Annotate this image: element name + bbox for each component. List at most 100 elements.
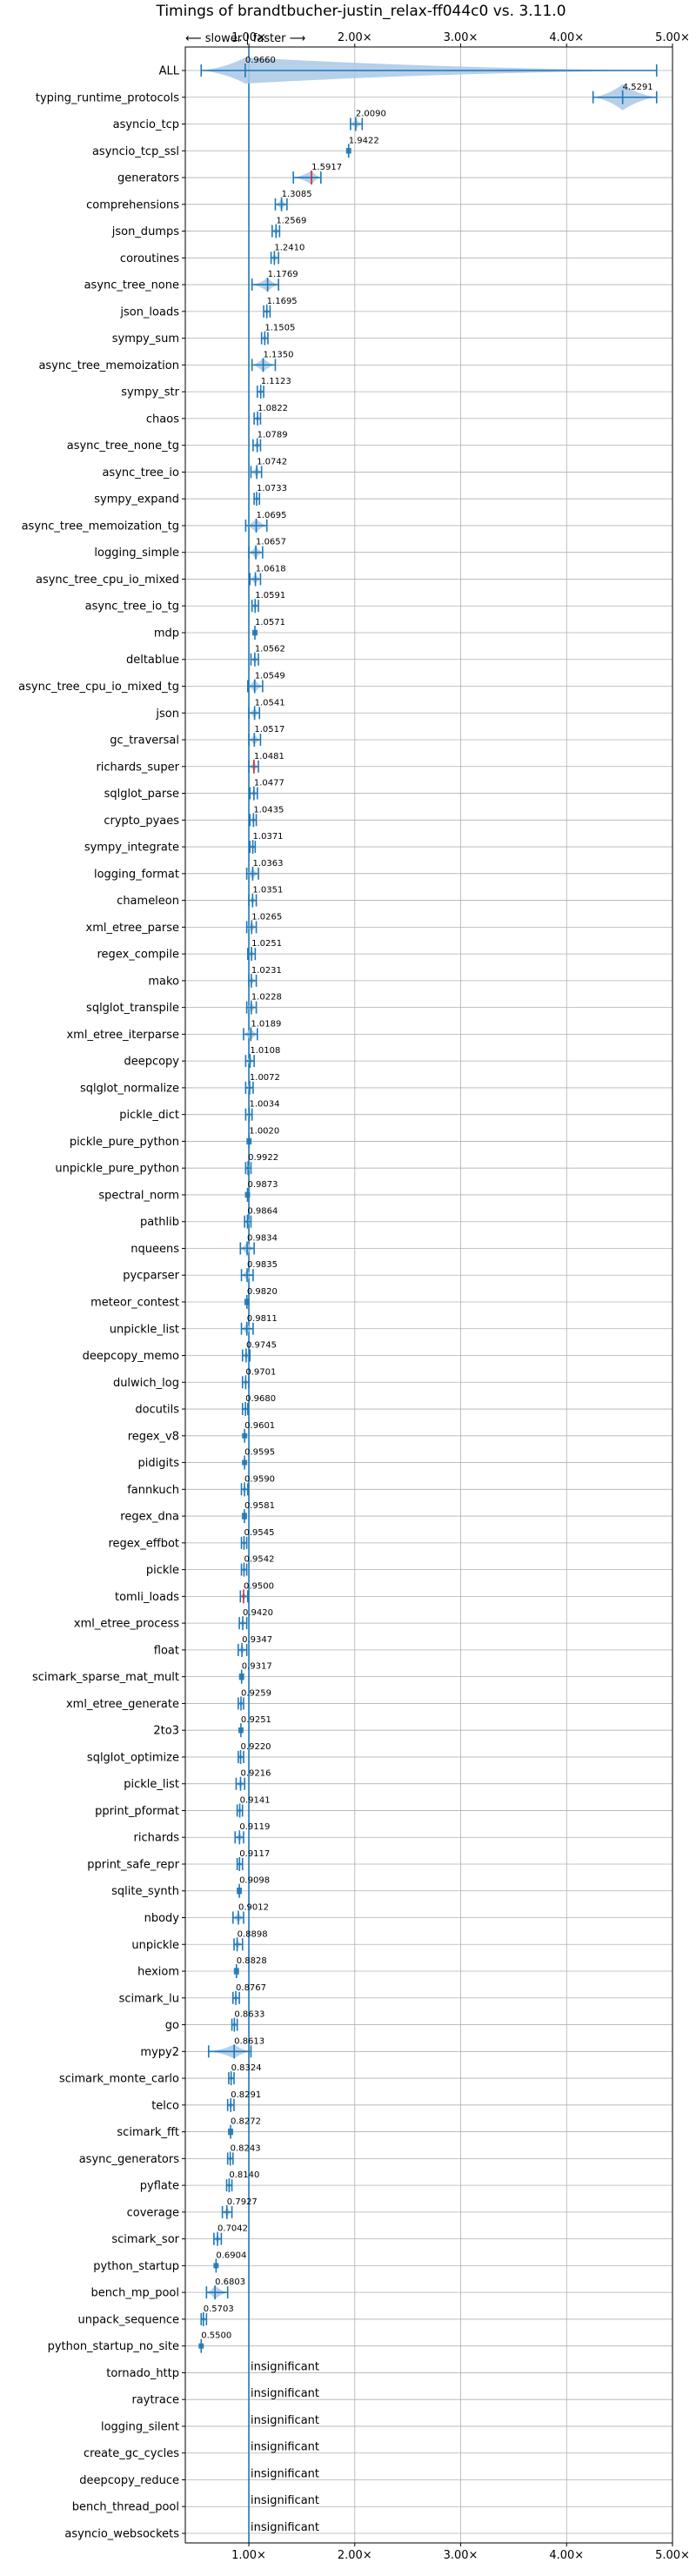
category-label: docutils bbox=[135, 1404, 179, 1417]
category-label: xml_etree_process bbox=[74, 1618, 179, 1631]
category-label: pyflate bbox=[140, 2180, 179, 2193]
value-label: 0.9317 bbox=[242, 1662, 272, 1672]
value-label: 0.7042 bbox=[218, 2224, 248, 2234]
value-label: 0.9701 bbox=[245, 1367, 276, 1377]
value-label: 1.0231 bbox=[251, 966, 282, 976]
value-label: 1.0549 bbox=[255, 672, 285, 681]
category-label: go bbox=[165, 2019, 179, 2032]
category-label: deepcopy bbox=[124, 1056, 179, 1069]
value-label: 1.0371 bbox=[253, 832, 284, 842]
category-label: pickle_dict bbox=[119, 1109, 179, 1122]
category-label: async_generators bbox=[79, 2153, 180, 2166]
category-label: coverage bbox=[127, 2206, 179, 2219]
label-layer: 1.00× 1.00× 2.00× 2.00× 3.00× 3.00× 4.00× 4.00×… bbox=[18, 31, 690, 2562]
category-label: meteor_contest bbox=[90, 1297, 179, 1310]
category-label: unpack_sequence bbox=[77, 2313, 179, 2326]
value-label: 0.9098 bbox=[239, 1876, 270, 1886]
category-label: json bbox=[155, 708, 179, 721]
category-label: chameleon bbox=[117, 895, 179, 908]
category-label: xml_etree_generate bbox=[66, 1698, 179, 1711]
value-label: 1.1350 bbox=[263, 350, 293, 359]
category-label: float bbox=[154, 1644, 179, 1657]
value-label: 1.0517 bbox=[254, 725, 284, 735]
category-label: 2to3 bbox=[153, 1725, 179, 1738]
category-label: crypto_pyaes bbox=[104, 815, 179, 828]
category-label: richards_super bbox=[96, 761, 179, 774]
value-label: 0.8291 bbox=[231, 2090, 261, 2100]
value-label: 0.6803 bbox=[215, 2277, 245, 2287]
value-label: 0.8898 bbox=[238, 1929, 268, 1939]
value-label: 0.9216 bbox=[240, 1769, 271, 1779]
value-label: 0.5703 bbox=[204, 2304, 234, 2314]
value-label: 0.8828 bbox=[237, 1956, 267, 1966]
value-label: 0.9542 bbox=[244, 1555, 274, 1565]
category-label: regex_compile bbox=[97, 949, 179, 962]
value-label: 0.9347 bbox=[242, 1635, 272, 1645]
category-label: async_tree_cpu_io_mixed_tg bbox=[18, 681, 179, 694]
category-label: async_tree_none_tg bbox=[67, 439, 179, 453]
value-label: 0.9251 bbox=[241, 1715, 271, 1725]
value-label: 0.9595 bbox=[244, 1448, 275, 1458]
category-label: richards bbox=[134, 1832, 180, 1845]
value-label: 0.9581 bbox=[244, 1501, 275, 1511]
value-label: 1.0108 bbox=[250, 1046, 280, 1056]
category-label: fannkuch bbox=[127, 1484, 179, 1497]
category-label: sqlglot_normalize bbox=[80, 1082, 179, 1095]
category-label: deltablue bbox=[126, 654, 179, 667]
category-label: typing_runtime_protocols bbox=[36, 91, 179, 104]
value-label: 1.1123 bbox=[261, 377, 291, 386]
category-label: tornado_http bbox=[106, 2367, 179, 2380]
category-label: create_gc_cycles bbox=[84, 2447, 179, 2460]
category-label: nbody bbox=[144, 1912, 180, 1925]
value-label: 0.8324 bbox=[231, 2063, 262, 2073]
value-label: 0.9601 bbox=[244, 1421, 275, 1431]
category-label: ALL bbox=[159, 65, 180, 78]
category-label: unpickle_pure_python bbox=[55, 1163, 179, 1176]
value-label: 0.8633 bbox=[234, 2010, 264, 2020]
value-label: 0.9141 bbox=[240, 1795, 271, 1805]
value-label: 0.9590 bbox=[244, 1474, 275, 1484]
category-label: bench_mp_pool bbox=[90, 2287, 179, 2300]
category-label: telco bbox=[151, 2099, 179, 2112]
category-label: sqlglot_parse bbox=[104, 788, 179, 801]
insignificant-label: insignificant bbox=[251, 2441, 319, 2454]
category-label: raytrace bbox=[131, 2394, 179, 2407]
category-label: nqueens bbox=[130, 1243, 179, 1256]
category-label: deepcopy_reduce bbox=[79, 2474, 179, 2487]
value-label: 1.0363 bbox=[252, 859, 283, 869]
category-label: logging_simple bbox=[94, 547, 179, 560]
value-label: 1.0020 bbox=[249, 1126, 279, 1136]
category-label: async_tree_memoization bbox=[38, 359, 179, 372]
value-label: 0.6904 bbox=[216, 2251, 246, 2260]
value-label: 1.0481 bbox=[254, 752, 284, 761]
value-label: 0.9820 bbox=[247, 1287, 278, 1297]
category-label: mdp bbox=[154, 627, 179, 640]
category-label: async_tree_io bbox=[102, 466, 179, 480]
value-label: 1.0435 bbox=[253, 805, 284, 815]
category-label: comprehensions bbox=[86, 198, 179, 211]
value-label: 0.9119 bbox=[239, 1822, 270, 1832]
value-label: 0.8243 bbox=[231, 2143, 261, 2153]
value-label: 0.8767 bbox=[236, 1983, 266, 1993]
value-label: 1.1505 bbox=[264, 324, 295, 333]
insignificant-label: insignificant bbox=[251, 2521, 319, 2534]
category-label: pprint_pformat bbox=[95, 1805, 179, 1818]
category-label: logging_format bbox=[94, 868, 179, 881]
category-label: pycparser bbox=[123, 1270, 179, 1283]
category-label: spectral_norm bbox=[98, 1189, 179, 1202]
category-label: xml_etree_parse bbox=[86, 922, 179, 935]
value-label: 1.2410 bbox=[274, 243, 304, 252]
category-label: sqlglot_transpile bbox=[86, 1002, 179, 1015]
x-tick-label-top: 2.00× bbox=[338, 31, 372, 44]
value-label: 1.0562 bbox=[255, 645, 285, 654]
category-label: scimark_fft bbox=[117, 2126, 179, 2139]
value-label: 0.9117 bbox=[239, 1849, 270, 1859]
value-label: 1.9422 bbox=[349, 136, 379, 145]
category-label: coroutines bbox=[120, 252, 179, 265]
value-label: 1.0789 bbox=[258, 431, 288, 440]
category-label: bench_thread_pool bbox=[72, 2501, 179, 2514]
category-label: json_dumps bbox=[111, 225, 179, 238]
value-label: 1.1769 bbox=[268, 270, 298, 279]
value-label: 0.9922 bbox=[248, 1153, 278, 1163]
